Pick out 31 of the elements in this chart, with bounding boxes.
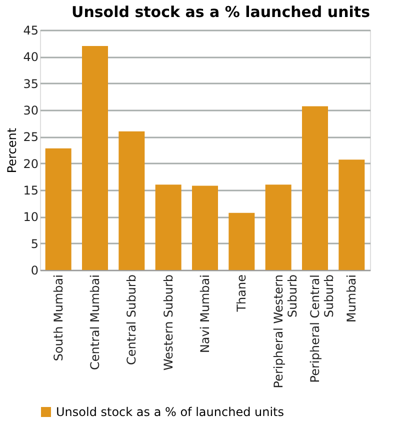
y-axis-title: Percent (5, 128, 20, 174)
bar (338, 160, 365, 270)
y-tick-label: 15 (23, 184, 38, 198)
bar (302, 106, 328, 270)
legend-label: Unsold stock as a % of launched units (56, 405, 284, 419)
y-tick-label: 30 (23, 104, 38, 118)
x-tick-label: Peripheral Western Suburb (271, 274, 300, 388)
x-tick-label: Thane (234, 274, 249, 313)
y-tick-label: 5 (30, 236, 38, 251)
bar (228, 212, 255, 270)
y-tick-label: 35 (23, 76, 38, 91)
y-tick-label: 10 (23, 210, 38, 224)
x-tick-label: Peripheral Central Suburb (308, 274, 336, 383)
bar (82, 46, 108, 270)
x-tick-label: Central Suburb (124, 274, 139, 366)
y-tick-label: 25 (23, 130, 38, 144)
y-tick-label: 40 (23, 50, 38, 64)
bar (155, 184, 182, 270)
x-tick-label: Western Suburb (161, 274, 176, 371)
x-tick-label: Central Mumbai (88, 274, 102, 370)
chart-title: Unsold stock as a % launched units (72, 3, 370, 21)
bar (45, 148, 72, 270)
bar (265, 184, 292, 270)
y-tick-label: 20 (23, 156, 38, 171)
y-tick-label: 45 (23, 24, 38, 38)
x-tick-label: Navi Mumbai (198, 274, 212, 354)
y-tick-label: 0 (30, 264, 38, 278)
x-tick-label: South Mumbai (51, 274, 66, 362)
bar (192, 186, 218, 270)
x-tick-label: Mumbai (344, 274, 359, 322)
bar (118, 131, 145, 270)
